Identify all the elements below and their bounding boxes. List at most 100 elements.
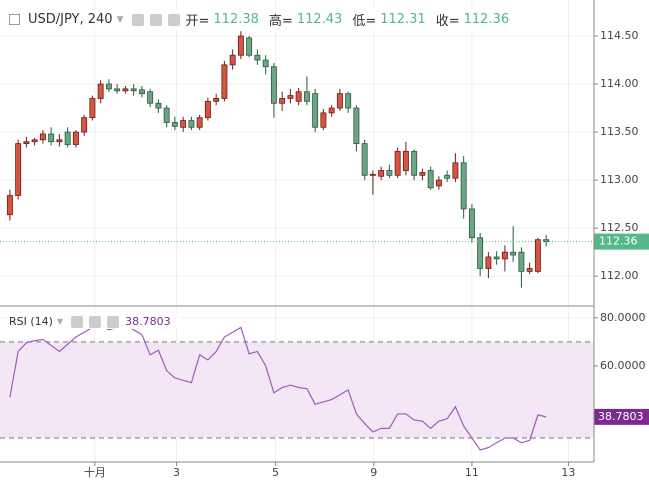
- price-header: USD/JPY, 240 ▼ 开= 112.38 高= 112.43 低= 112.3…: [6, 9, 519, 30]
- candle-body: [394, 150, 401, 176]
- rsi-value: 38.7803: [125, 315, 171, 328]
- candle-body: [254, 54, 261, 61]
- candle-body: [518, 251, 525, 272]
- y-tick-label: 114.50: [600, 29, 639, 42]
- candle-body: [114, 88, 121, 92]
- candle-body: [246, 37, 253, 56]
- candle-body: [147, 91, 154, 104]
- x-tick-label: 5: [272, 466, 279, 479]
- y-tick-label: 114.00: [600, 77, 639, 90]
- settings-icon[interactable]: [89, 315, 102, 328]
- candle-body: [295, 91, 302, 102]
- candle-body: [477, 237, 484, 269]
- rsi-last-tag: [594, 408, 649, 425]
- candle-body: [270, 66, 277, 104]
- candle-body: [279, 98, 286, 104]
- candle-body: [444, 174, 451, 179]
- candle-body: [534, 239, 541, 272]
- candle-body: [229, 54, 236, 66]
- candle-body: [369, 173, 376, 176]
- y-tick-label: 60.0000: [600, 359, 646, 372]
- candle-body: [485, 256, 492, 269]
- rsi-last-label: 38.7803: [598, 410, 644, 423]
- candle-body: [213, 98, 220, 102]
- candle-body: [130, 88, 137, 92]
- candle-body: [122, 88, 129, 92]
- candle-body: [105, 83, 112, 90]
- close-label: 收=: [435, 14, 460, 29]
- high-value: 112.43: [296, 12, 343, 27]
- candle-body: [336, 93, 343, 109]
- candle-body: [72, 131, 79, 145]
- candle-body: [287, 95, 294, 99]
- low-value: 112.31: [380, 12, 426, 27]
- candle-body: [312, 93, 319, 128]
- symbol-title: USD/JPY, 240: [28, 12, 113, 27]
- rsi-title: RSI (14): [9, 315, 53, 328]
- candle-body: [138, 89, 145, 95]
- collapse-icon[interactable]: [9, 14, 20, 25]
- low-label: 低=: [352, 14, 377, 29]
- candle-body: [89, 98, 96, 119]
- candle-body: [435, 179, 442, 187]
- candle-body: [345, 93, 352, 109]
- rsi-header: RSI (14) ▼ 38.7803: [6, 314, 180, 329]
- candle-body: [64, 131, 71, 145]
- dropdown-arrow[interactable]: ▼: [56, 317, 64, 326]
- eye-icon[interactable]: [71, 315, 84, 328]
- candle-body: [31, 139, 38, 143]
- candle-body: [81, 117, 88, 133]
- open-value: 112.38: [213, 12, 259, 27]
- y-tick-label: 112.00: [600, 269, 639, 282]
- candle-body: [39, 133, 46, 141]
- candle-body: [163, 107, 170, 123]
- candle-body: [460, 162, 467, 210]
- y-tick-label: 113.00: [600, 173, 639, 186]
- candle-body: [361, 143, 368, 176]
- close-icon[interactable]: [107, 315, 120, 328]
- candle-body: [526, 268, 533, 272]
- candle-body: [320, 112, 327, 128]
- price-pane: [0, 0, 594, 305]
- y-tick-label: 113.50: [600, 125, 639, 138]
- candle-body: [510, 251, 517, 256]
- candle-body: [171, 122, 178, 127]
- candle-body: [196, 117, 203, 128]
- y-tick-label: 80.0000: [600, 311, 646, 324]
- candle-body: [402, 150, 409, 171]
- candle-body: [501, 251, 508, 260]
- candle-body: [23, 141, 30, 145]
- candle-body: [493, 256, 500, 260]
- eye-icon[interactable]: [131, 13, 144, 26]
- last-price-label: 112.36: [599, 235, 638, 248]
- candle-body: [419, 172, 426, 176]
- candle-body: [237, 35, 244, 56]
- candle-body: [411, 150, 418, 176]
- close-icon[interactable]: [167, 13, 180, 26]
- candle-body: [328, 107, 335, 114]
- x-tick-label: 3: [173, 466, 180, 479]
- candle-body: [97, 83, 104, 99]
- candle-body: [303, 91, 310, 102]
- dropdown-arrow[interactable]: ▼: [116, 14, 124, 25]
- high-label: 高=: [268, 14, 293, 29]
- candle-body: [48, 133, 55, 143]
- candle-body: [452, 162, 459, 179]
- candle-body: [221, 64, 228, 99]
- candle-body: [378, 170, 385, 177]
- candle-body: [204, 100, 211, 119]
- x-tick-label: 13: [561, 466, 575, 479]
- candle-body: [468, 208, 475, 239]
- x-tick-label: 十月: [84, 465, 106, 479]
- candle-body: [188, 120, 195, 128]
- settings-icon[interactable]: [149, 13, 162, 26]
- candle-body: [262, 59, 269, 68]
- candle-body: [155, 102, 162, 109]
- x-tick-label: 9: [370, 466, 377, 479]
- x-tick-label: 11: [465, 466, 479, 479]
- y-tick-label: 112.50: [600, 221, 639, 234]
- candle-body: [6, 195, 13, 216]
- candle-body: [56, 139, 63, 143]
